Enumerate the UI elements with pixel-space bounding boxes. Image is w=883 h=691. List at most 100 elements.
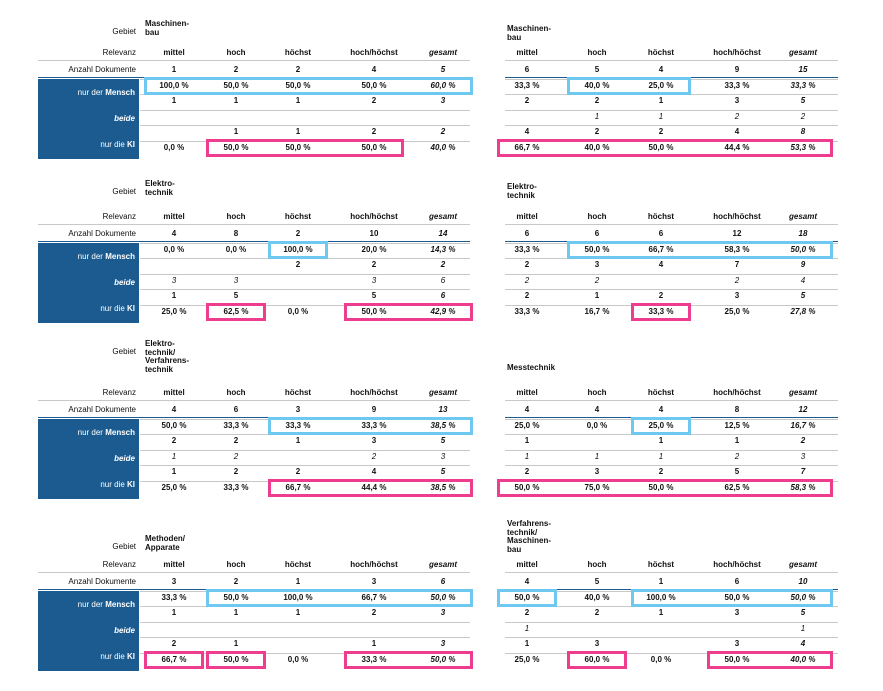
column-header: mittel: [516, 48, 538, 57]
table-cell: 25,0 %: [648, 80, 674, 90]
gebiet-label: Gebiet: [112, 187, 136, 196]
table-cell: 50,0 %: [285, 142, 311, 152]
table-cell: 27,8 %: [790, 306, 816, 316]
table-cell: 42,9 %: [430, 306, 456, 316]
anzahl-label: Anzahl Dokumente: [68, 229, 136, 238]
label-nur-die: nur die: [100, 304, 127, 313]
table-cell: 50,0 %: [514, 482, 540, 492]
table-cell: 0,0 %: [163, 142, 185, 152]
table-cell: 50,0 %: [790, 244, 816, 254]
anzahl-label: Anzahl Dokumente: [68, 65, 136, 74]
highlight-box-pink: [144, 650, 204, 669]
table-cell: 2: [233, 467, 239, 476]
table-cell: 5: [440, 436, 446, 445]
row-line: [505, 125, 838, 126]
table-cell: 2: [524, 275, 530, 285]
panel-title: Verfahrens-technik/Maschinen-bau: [507, 519, 552, 554]
table-cell: 3: [734, 96, 740, 105]
table-cell: 66,7 %: [161, 654, 187, 664]
table-cell: 9: [800, 260, 806, 269]
table-cell: 5: [800, 608, 806, 617]
table-cell: 1: [658, 436, 664, 445]
table-cell: 15: [798, 65, 808, 74]
column-header: gesamt: [428, 48, 457, 57]
table-cell: 5: [594, 577, 600, 586]
table-cell: 100,0 %: [159, 80, 189, 90]
table-cell: 1: [295, 436, 301, 445]
table-cell: 33,3 %: [514, 244, 540, 254]
column-header: gesamt: [788, 212, 817, 221]
column-header: hoch: [587, 212, 607, 221]
table-cell: 2: [233, 65, 239, 74]
table-cell: 50,0 %: [361, 306, 387, 316]
table-cell: 44,4 %: [724, 142, 750, 152]
column-header: höchst: [284, 388, 312, 397]
label-ki: KI: [127, 140, 135, 149]
table-cell: 50,0 %: [223, 80, 249, 90]
table-cell: 3: [594, 639, 600, 648]
panel-title-line: bau: [507, 32, 522, 42]
table-cell: 2: [734, 451, 740, 461]
table-cell: 3: [800, 451, 806, 461]
panel-title: Elektro-technik: [145, 179, 175, 197]
table-cell: 6: [594, 229, 600, 238]
table-cell: 2: [440, 127, 446, 136]
highlight-box-pink: [631, 302, 691, 321]
table-cell: 1: [658, 451, 664, 461]
column-header: hoch/höchst: [713, 48, 761, 57]
table-cell: 50,0 %: [584, 244, 610, 254]
table-cell: 25,0 %: [514, 420, 540, 430]
table-cell: 6: [440, 275, 446, 285]
panel-title-line: Messtechnik: [507, 363, 556, 372]
column-header: gesamt: [788, 388, 817, 397]
table-cell: 3: [440, 451, 446, 461]
table-cell: 5: [440, 65, 446, 74]
panel-title-line: Maschinen-: [507, 536, 552, 545]
highlight-box-blue: [268, 240, 328, 259]
table-cell: 4: [800, 275, 806, 285]
table-cell: 3: [371, 577, 377, 586]
table-cell: 20,0 %: [361, 244, 387, 254]
panel-title-line: Methoden/: [145, 534, 185, 543]
table-cell: 58,3 %: [790, 482, 816, 492]
table-cell: 2: [171, 436, 177, 445]
column-header: hoch/höchst: [350, 48, 398, 57]
table-cell: 44,4 %: [361, 482, 387, 492]
panel-title-line: Elektro-: [507, 182, 537, 191]
table-cell: 0,0 %: [163, 244, 185, 254]
table-cell: 4: [658, 65, 664, 74]
table-cell: 3: [233, 275, 239, 285]
panel-title-line: Elektro-: [145, 179, 175, 188]
table-cell: 62,5 %: [724, 482, 750, 492]
panel-title-line: Apparate: [145, 542, 180, 552]
label-mensch: Mensch: [105, 88, 135, 97]
table-cell: 7: [800, 467, 806, 476]
table-cell: 0,0 %: [586, 420, 608, 430]
table-cell: 2: [734, 275, 740, 285]
highlight-box-blue: [631, 588, 833, 607]
column-header: hoch: [226, 48, 246, 57]
table-cell: 2: [295, 467, 301, 476]
table-cell: 4: [171, 229, 177, 238]
table-cell: 40,0 %: [790, 654, 816, 664]
column-header: hoch/höchst: [350, 212, 398, 221]
table-cell: 9: [734, 65, 740, 74]
table-cell: 2: [233, 577, 239, 586]
table-cell: 40,0 %: [430, 142, 456, 152]
row-line: [505, 258, 838, 259]
category-sidebar: nur der Mensch beide nur die KI: [38, 419, 139, 499]
column-header: gesamt: [428, 388, 457, 397]
table-cell: 66,7 %: [514, 142, 540, 152]
label-nur-der: nur der: [77, 252, 106, 261]
table-cell: 53,3 %: [790, 142, 816, 152]
table-cell: 6: [524, 65, 530, 74]
table-cell: 18: [798, 229, 808, 238]
table-cell: 40,0 %: [584, 80, 610, 90]
table-cell: 1: [371, 639, 377, 648]
table-cell: 25,0 %: [648, 420, 674, 430]
table-cell: 50,0 %: [430, 654, 456, 664]
table-cell: 1: [734, 436, 740, 445]
divider-line: [38, 572, 470, 573]
table-cell: 2: [658, 291, 664, 300]
column-header: mittel: [163, 48, 185, 57]
